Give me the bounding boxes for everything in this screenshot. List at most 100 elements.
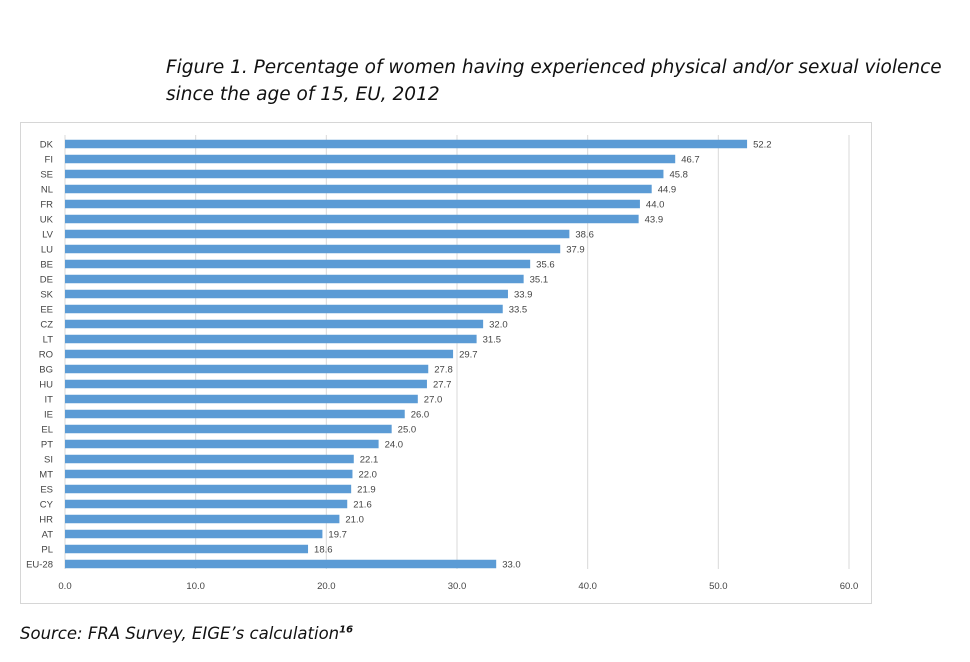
value-label: 21.0 [345,515,364,526]
category-label: PT [41,440,53,451]
value-label: 25.0 [398,425,417,436]
bar [65,439,379,449]
bar [65,229,570,239]
value-label: 44.9 [658,185,677,196]
x-tick-label: 50.0 [709,581,728,592]
category-label: LV [42,230,54,241]
category-label: SI [44,455,53,466]
x-tick-label: 40.0 [578,581,597,592]
category-label: ES [40,485,53,496]
category-label: CY [40,500,54,511]
caption-line-1: Figure 1. Percentage of women having exp… [166,57,942,78]
value-label: 35.1 [530,275,549,286]
bar [65,214,639,224]
x-tick-label: 10.0 [186,581,205,592]
category-label: FR [40,200,53,211]
bar [65,304,503,314]
value-label: 52.2 [753,140,772,151]
value-label: 46.7 [681,155,700,166]
category-label: LU [41,245,53,256]
bar [65,469,353,479]
category-label: BG [39,365,53,376]
value-label: 27.8 [434,365,453,376]
bar [65,259,531,269]
category-label: CZ [40,320,53,331]
bar [65,349,454,359]
category-label: AT [42,530,54,541]
figure-caption: Figure 1. Percentage of women having exp… [166,54,942,108]
category-label: HU [39,380,53,391]
bar [65,364,429,374]
category-label: IE [44,410,53,421]
chart-svg: 0.0 10.0 20.0 30.0 40.0 50.0 60.0 DK 52.2 FI 46.7 S… [26,135,859,592]
caption-line-2: since the age of 15, EU, 2012 [166,84,440,105]
bar [65,514,340,524]
source-footnote: 16 [339,624,354,636]
value-label: 32.0 [489,320,508,331]
category-label: HR [39,515,53,526]
bar-chart: 0.0 10.0 20.0 30.0 40.0 50.0 60.0 DK 52.2 FI 46.7 S… [20,122,872,604]
value-label: 37.9 [566,245,585,256]
bar [65,169,664,179]
value-label: 19.7 [328,530,347,541]
value-label: 43.9 [645,215,664,226]
value-label: 38.6 [575,230,594,241]
value-label: 45.8 [669,170,688,181]
category-label: DK [40,140,54,151]
bar [65,484,352,494]
category-label: SE [40,170,53,181]
x-tick-label: 20.0 [317,581,336,592]
value-label: 31.5 [483,335,502,346]
category-label: PL [41,545,53,556]
value-label: 33.0 [502,560,521,571]
bar [65,499,348,509]
value-label: 24.0 [385,440,404,451]
bar [65,454,354,464]
bar [65,184,652,194]
category-label: DE [40,275,53,286]
category-label: IT [45,395,54,406]
category-label: RO [39,350,53,361]
bar [65,409,405,419]
category-label: FI [45,155,53,166]
value-label: 18.6 [314,545,333,556]
value-label: 35.6 [536,260,555,271]
value-label: 21.9 [357,485,376,496]
x-tick-label: 60.0 [840,581,859,592]
bar [65,544,309,554]
category-label: NL [41,185,53,196]
category-label: MT [39,470,53,481]
source-text: Source: FRA Survey, EIGE’s calculation [20,624,340,643]
category-label: SK [40,290,53,301]
value-label: 27.7 [433,380,452,391]
category-label: EE [40,305,53,316]
value-label: 21.6 [353,500,372,511]
bar [65,559,497,569]
bar [65,319,484,329]
category-label: EU-28 [26,560,53,571]
bar [65,379,427,389]
bar [65,394,418,404]
bar [65,244,561,254]
bar [65,199,640,209]
source-note: Source: FRA Survey, EIGE’s calculation16 [20,624,353,643]
x-tick-label: 30.0 [448,581,467,592]
value-label: 27.0 [424,395,443,406]
category-label: UK [40,215,54,226]
bar [65,139,748,149]
bar [65,154,676,164]
bar [65,424,392,434]
value-label: 22.1 [360,455,379,466]
value-label: 33.5 [509,305,528,316]
category-label: LT [43,335,54,346]
value-label: 22.0 [358,470,377,481]
value-label: 29.7 [459,350,478,361]
value-label: 26.0 [411,410,430,421]
category-label: EL [41,425,53,436]
bar [65,289,508,299]
bar [65,529,323,539]
bar [65,274,524,284]
bar [65,334,477,344]
category-label: BE [40,260,53,271]
value-label: 44.0 [646,200,665,211]
